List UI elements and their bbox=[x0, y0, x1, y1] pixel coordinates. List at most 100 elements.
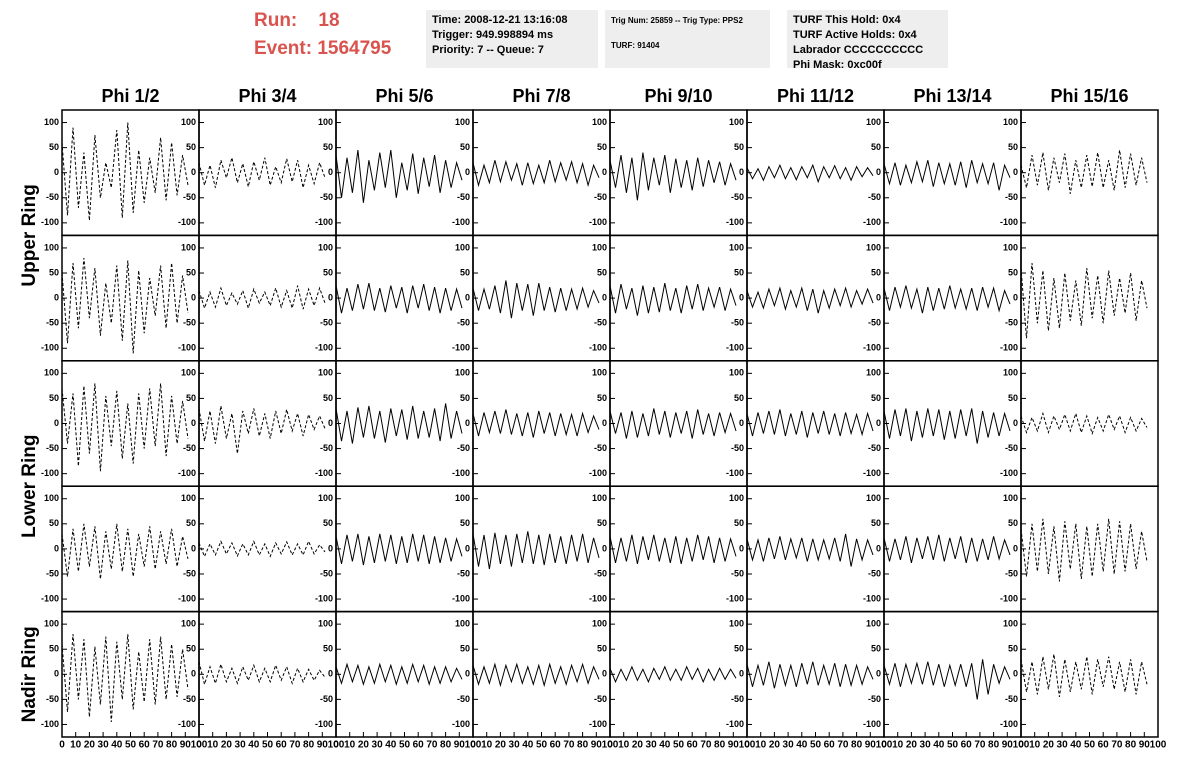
x-tick-label: 10 bbox=[70, 740, 82, 751]
y-tick-label: 100 bbox=[44, 117, 59, 127]
y-tick-label: 50 bbox=[1008, 393, 1018, 403]
y-tick-label: -100 bbox=[589, 593, 607, 603]
x-tick-label: 10 bbox=[344, 740, 356, 751]
y-tick-label: 0 bbox=[54, 292, 59, 302]
x-tick-label: 20 bbox=[632, 740, 644, 751]
y-tick-label: -50 bbox=[1005, 318, 1018, 328]
y-tick-label: -100 bbox=[178, 217, 196, 227]
x-tick-label: 20 bbox=[769, 740, 781, 751]
waveform bbox=[883, 159, 1011, 191]
x-tick-label: 50 bbox=[536, 740, 548, 751]
waveform bbox=[472, 409, 600, 438]
y-tick-label: 0 bbox=[328, 418, 333, 428]
column-label: Phi 3/4 bbox=[238, 86, 296, 106]
x-tick-label: 30 bbox=[783, 740, 795, 751]
x-tick-label: 20 bbox=[84, 740, 96, 751]
y-tick-label: 50 bbox=[323, 518, 333, 528]
y-tick-label: -100 bbox=[1000, 593, 1018, 603]
y-tick-label: 0 bbox=[876, 543, 881, 553]
y-tick-label: 0 bbox=[191, 292, 196, 302]
y-tick-label: -50 bbox=[731, 568, 744, 578]
waveform bbox=[472, 531, 600, 570]
y-tick-label: 100 bbox=[866, 368, 881, 378]
waveform bbox=[609, 534, 737, 565]
waveform bbox=[61, 122, 189, 221]
x-tick-label: 90 bbox=[317, 740, 329, 751]
y-tick-label: 50 bbox=[323, 267, 333, 277]
waveform bbox=[472, 662, 600, 688]
y-tick-label: -50 bbox=[731, 192, 744, 202]
y-tick-label: 0 bbox=[465, 292, 470, 302]
x-tick-label: 70 bbox=[837, 740, 849, 751]
x-tick-label: 20 bbox=[1043, 740, 1055, 751]
x-tick-label: 70 bbox=[974, 740, 986, 751]
x-tick-label: 50 bbox=[673, 740, 685, 751]
x-tick-label: 10 bbox=[618, 740, 630, 751]
y-tick-label: 50 bbox=[186, 518, 196, 528]
x-tick-label: 10 bbox=[1029, 740, 1041, 751]
column-label: Phi 11/12 bbox=[777, 86, 854, 106]
y-tick-label: 0 bbox=[1013, 418, 1018, 428]
waveform bbox=[335, 282, 463, 314]
y-tick-label: -50 bbox=[457, 192, 470, 202]
y-tick-label: 0 bbox=[876, 292, 881, 302]
y-tick-label: -100 bbox=[315, 719, 333, 729]
x-tick-label: 30 bbox=[646, 740, 658, 751]
y-tick-label: -50 bbox=[46, 192, 59, 202]
y-tick-label: -100 bbox=[452, 468, 470, 478]
y-tick-label: 0 bbox=[191, 167, 196, 177]
y-tick-label: 100 bbox=[866, 117, 881, 127]
x-tick-label: 90 bbox=[180, 740, 192, 751]
y-tick-label: 100 bbox=[1003, 493, 1018, 503]
y-tick-label: 100 bbox=[181, 242, 196, 252]
y-tick-label: 50 bbox=[49, 142, 59, 152]
y-tick-label: -100 bbox=[726, 217, 744, 227]
x-tick-label: 40 bbox=[522, 740, 534, 751]
x-tick-label: 20 bbox=[221, 740, 233, 751]
x-tick-label: 50 bbox=[810, 740, 822, 751]
x-tick-label: 30 bbox=[235, 740, 247, 751]
y-tick-label: 0 bbox=[876, 669, 881, 679]
x-tick-label: 50 bbox=[399, 740, 411, 751]
y-tick-label: 100 bbox=[1003, 619, 1018, 629]
x-tick-label: 60 bbox=[276, 740, 288, 751]
y-tick-label: 50 bbox=[460, 267, 470, 277]
x-tick-label: 80 bbox=[714, 740, 726, 751]
y-tick-label: 0 bbox=[602, 292, 607, 302]
y-tick-label: 0 bbox=[602, 167, 607, 177]
y-tick-label: -50 bbox=[457, 568, 470, 578]
x-tick-label: 50 bbox=[1084, 740, 1096, 751]
y-tick-label: 0 bbox=[191, 418, 196, 428]
x-tick-label: 100 bbox=[328, 740, 345, 751]
y-tick-label: -100 bbox=[726, 719, 744, 729]
x-tick-label: 90 bbox=[728, 740, 740, 751]
y-tick-label: 0 bbox=[328, 669, 333, 679]
waveform bbox=[1020, 518, 1148, 582]
waveform bbox=[609, 152, 737, 201]
y-tick-label: -100 bbox=[41, 343, 59, 353]
waveform bbox=[335, 150, 463, 203]
y-tick-label: 100 bbox=[729, 117, 744, 127]
x-tick-label: 50 bbox=[947, 740, 959, 751]
x-tick-label: 90 bbox=[1002, 740, 1014, 751]
y-tick-label: 0 bbox=[739, 167, 744, 177]
y-tick-label: 100 bbox=[592, 368, 607, 378]
waveform bbox=[335, 403, 463, 444]
panel-frame bbox=[1020, 234, 1159, 362]
x-tick-label: 60 bbox=[550, 740, 562, 751]
run-label: Run: 18 bbox=[254, 10, 340, 31]
y-tick-label: 50 bbox=[597, 518, 607, 528]
waveform bbox=[883, 408, 1011, 444]
panel-frame bbox=[1020, 109, 1159, 237]
y-tick-label: 0 bbox=[739, 418, 744, 428]
y-tick-label: -100 bbox=[863, 343, 881, 353]
x-tick-label: 30 bbox=[509, 740, 521, 751]
y-tick-label: -100 bbox=[863, 468, 881, 478]
panel-frame bbox=[1020, 360, 1159, 487]
waveform bbox=[61, 383, 189, 472]
x-tick-label: 100 bbox=[1013, 740, 1030, 751]
y-tick-label: -100 bbox=[1000, 217, 1018, 227]
waveform bbox=[883, 659, 1011, 700]
y-tick-label: 0 bbox=[1013, 543, 1018, 553]
